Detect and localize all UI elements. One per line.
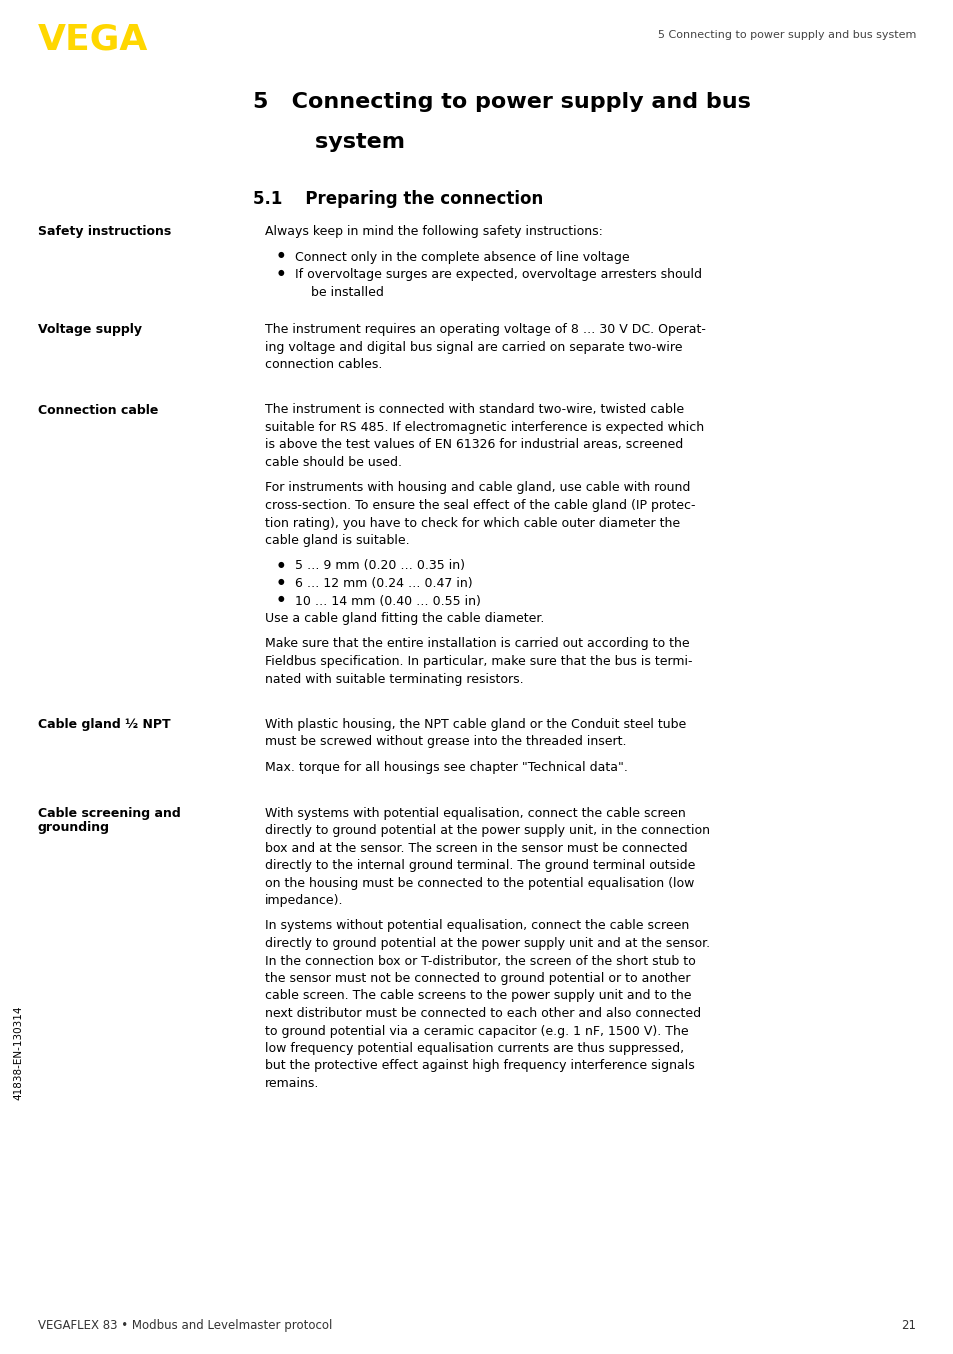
Text: Always keep in mind the following safety instructions:: Always keep in mind the following safety…: [265, 225, 602, 238]
Text: directly to ground potential at the power supply unit, in the connection: directly to ground potential at the powe…: [265, 825, 709, 837]
Text: directly to the internal ground terminal. The ground terminal outside: directly to the internal ground terminal…: [265, 858, 695, 872]
Text: VEGA: VEGA: [38, 22, 149, 56]
Text: is above the test values of EN 61326 for industrial areas, screened: is above the test values of EN 61326 for…: [265, 439, 682, 451]
Text: system: system: [253, 131, 405, 152]
Text: Cable screening and
grounding: Cable screening and grounding: [38, 807, 180, 834]
Text: 41838-EN-130314: 41838-EN-130314: [13, 1006, 23, 1099]
Text: 5   Connecting to power supply and bus: 5 Connecting to power supply and bus: [253, 92, 750, 112]
Text: Voltage supply: Voltage supply: [38, 324, 142, 336]
Text: the sensor must not be connected to ground potential or to another: the sensor must not be connected to grou…: [265, 972, 690, 984]
Text: In systems without potential equalisation, connect the cable screen: In systems without potential equalisatio…: [265, 919, 688, 933]
Text: to ground potential via a ceramic capacitor (e.g. 1 nF, 1500 V). The: to ground potential via a ceramic capaci…: [265, 1025, 688, 1037]
Text: 6 … 12 mm (0.24 … 0.47 in): 6 … 12 mm (0.24 … 0.47 in): [294, 577, 472, 590]
Text: on the housing must be connected to the potential equalisation (low: on the housing must be connected to the …: [265, 876, 694, 890]
Text: ●: ●: [277, 594, 284, 604]
Text: In the connection box or T-distributor, the screen of the short stub to: In the connection box or T-distributor, …: [265, 955, 695, 968]
Text: nated with suitable terminating resistors.: nated with suitable terminating resistor…: [265, 673, 523, 685]
Text: 5.1    Preparing the connection: 5.1 Preparing the connection: [253, 190, 542, 209]
Text: tion rating), you have to check for which cable outer diameter the: tion rating), you have to check for whic…: [265, 516, 679, 529]
Text: VEGAFLEX 83 • Modbus and Levelmaster protocol: VEGAFLEX 83 • Modbus and Levelmaster pro…: [38, 1319, 332, 1332]
Text: Cable gland ½ NPT: Cable gland ½ NPT: [38, 718, 171, 731]
Text: must be screwed without grease into the threaded insert.: must be screwed without grease into the …: [265, 735, 626, 749]
Text: cable should be used.: cable should be used.: [265, 456, 401, 468]
Text: next distributor must be connected to each other and also connected: next distributor must be connected to ea…: [265, 1007, 700, 1020]
Text: be installed: be installed: [294, 286, 383, 298]
Text: Connect only in the complete absence of line voltage: Connect only in the complete absence of …: [294, 250, 629, 264]
Text: If overvoltage surges are expected, overvoltage arresters should: If overvoltage surges are expected, over…: [294, 268, 701, 282]
Text: but the protective effect against high frequency interference signals: but the protective effect against high f…: [265, 1059, 694, 1072]
Text: connection cables.: connection cables.: [265, 357, 382, 371]
Text: ●: ●: [277, 559, 284, 569]
Text: cable gland is suitable.: cable gland is suitable.: [265, 533, 409, 547]
Text: Make sure that the entire installation is carried out according to the: Make sure that the entire installation i…: [265, 638, 689, 650]
Text: Safety instructions: Safety instructions: [38, 225, 172, 238]
Text: suitable for RS 485. If electromagnetic interference is expected which: suitable for RS 485. If electromagnetic …: [265, 421, 703, 435]
Text: Connection cable: Connection cable: [38, 403, 158, 417]
Text: ●: ●: [277, 268, 284, 278]
Text: Max. torque for all housings see chapter "Technical data".: Max. torque for all housings see chapter…: [265, 761, 627, 774]
Text: The instrument requires an operating voltage of 8 … 30 V DC. Operat-: The instrument requires an operating vol…: [265, 324, 705, 336]
Text: ●: ●: [277, 577, 284, 586]
Text: directly to ground potential at the power supply unit and at the sensor.: directly to ground potential at the powe…: [265, 937, 709, 951]
Text: ing voltage and digital bus signal are carried on separate two-wire: ing voltage and digital bus signal are c…: [265, 340, 681, 353]
Text: impedance).: impedance).: [265, 894, 343, 907]
Text: For instruments with housing and cable gland, use cable with round: For instruments with housing and cable g…: [265, 482, 690, 494]
Text: Fieldbus specification. In particular, make sure that the bus is termi-: Fieldbus specification. In particular, m…: [265, 655, 692, 668]
Text: cross-section. To ensure the seal effect of the cable gland (IP protec-: cross-section. To ensure the seal effect…: [265, 500, 695, 512]
Text: With systems with potential equalisation, connect the cable screen: With systems with potential equalisation…: [265, 807, 685, 819]
Text: 5 … 9 mm (0.20 … 0.35 in): 5 … 9 mm (0.20 … 0.35 in): [294, 559, 464, 573]
Text: ●: ●: [277, 250, 284, 260]
Text: 21: 21: [900, 1319, 915, 1332]
Text: box and at the sensor. The screen in the sensor must be connected: box and at the sensor. The screen in the…: [265, 841, 687, 854]
Text: low frequency potential equalisation currents are thus suppressed,: low frequency potential equalisation cur…: [265, 1043, 683, 1055]
Text: 10 … 14 mm (0.40 … 0.55 in): 10 … 14 mm (0.40 … 0.55 in): [294, 594, 480, 608]
Text: With plastic housing, the NPT cable gland or the Conduit steel tube: With plastic housing, the NPT cable glan…: [265, 718, 685, 731]
Text: The instrument is connected with standard two-wire, twisted cable: The instrument is connected with standar…: [265, 403, 683, 417]
Text: cable screen. The cable screens to the power supply unit and to the: cable screen. The cable screens to the p…: [265, 990, 691, 1002]
Text: remains.: remains.: [265, 1076, 319, 1090]
Text: 5 Connecting to power supply and bus system: 5 Connecting to power supply and bus sys…: [657, 30, 915, 41]
Text: Use a cable gland fitting the cable diameter.: Use a cable gland fitting the cable diam…: [265, 612, 544, 626]
